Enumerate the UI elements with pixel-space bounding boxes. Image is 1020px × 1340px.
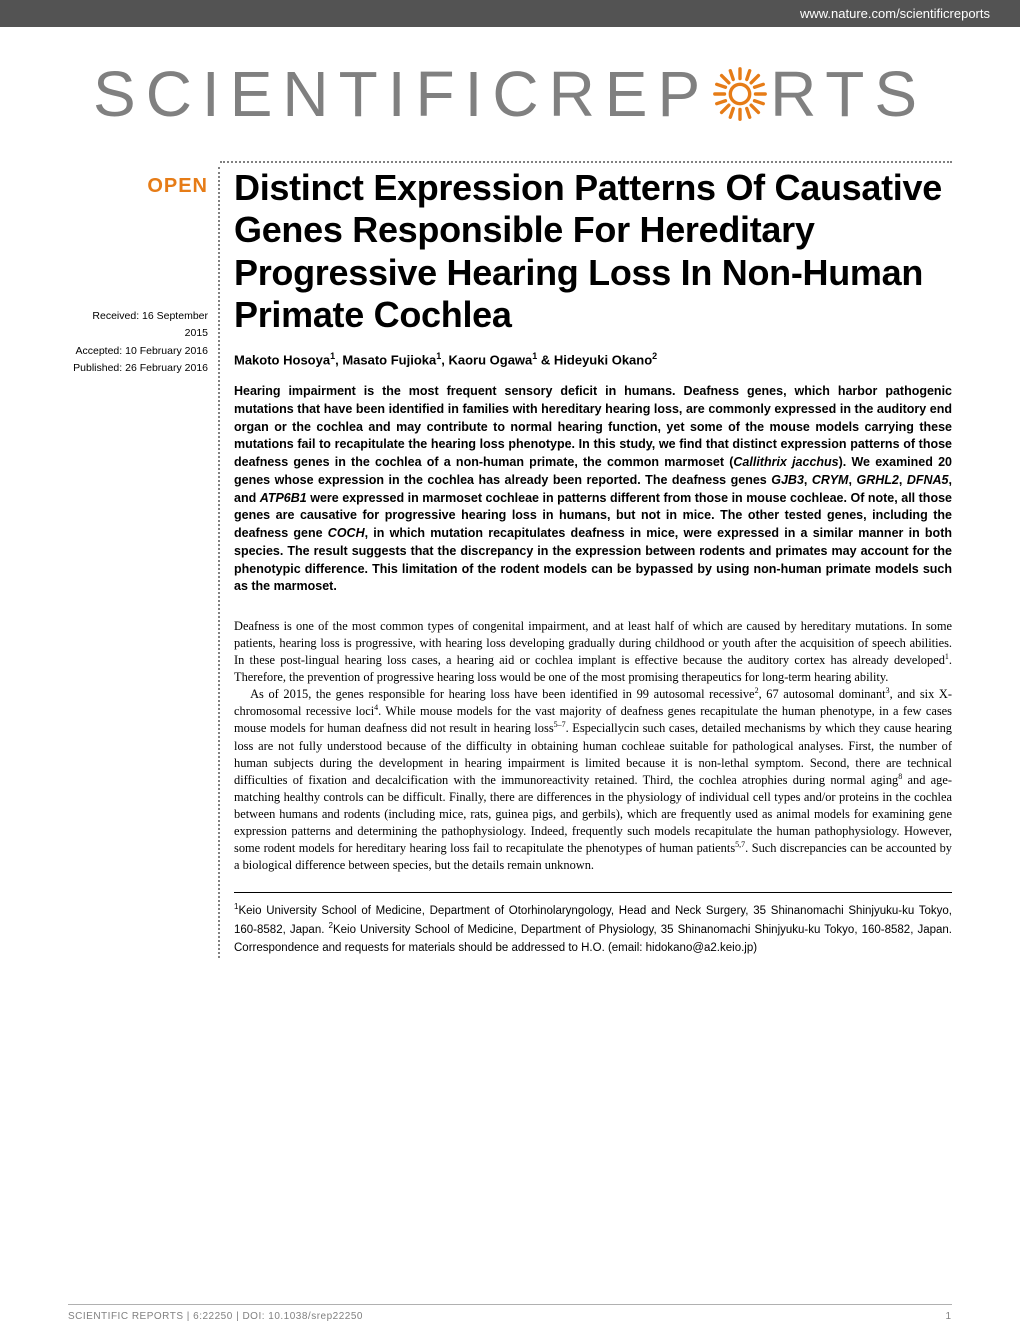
journal-url[interactable]: www.nature.com/scientificreports — [800, 6, 990, 21]
logo-word-right-pre: REP — [549, 57, 711, 131]
paragraph-2: As of 2015, the genes responsible for he… — [234, 686, 952, 873]
article-dates: Received: 16 September 2015 Accepted: 10… — [68, 308, 208, 377]
paragraph-1: Deafness is one of the most common types… — [234, 618, 952, 686]
logo-word-right-post: RTS — [770, 57, 927, 131]
article-title: Distinct Expression Patterns Of Causativ… — [234, 167, 952, 337]
received-date: Received: 16 September 2015 — [68, 308, 208, 343]
article-body-column: Distinct Expression Patterns Of Causativ… — [220, 167, 952, 958]
page-number: 1 — [945, 1311, 952, 1322]
journal-url-bar: www.nature.com/scientificreports — [0, 0, 1020, 27]
dotted-divider — [220, 161, 952, 163]
accepted-date: Accepted: 10 February 2016 — [68, 343, 208, 360]
page-footer: SCIENTIFIC REPORTS | 6:22250 | DOI: 10.1… — [68, 1304, 952, 1322]
author-list: Makoto Hosoya1, Masato Fujioka1, Kaoru O… — [234, 351, 952, 367]
abstract: Hearing impairment is the most frequent … — [234, 383, 952, 596]
body-text: Deafness is one of the most common types… — [234, 618, 952, 874]
affiliations: 1Keio University School of Medicine, Dep… — [234, 901, 952, 958]
open-access-badge: OPEN — [68, 175, 208, 198]
logo-word-left: SCIENTIFIC — [93, 57, 549, 131]
left-metadata-column: OPEN Received: 16 September 2015 Accepte… — [68, 167, 220, 958]
journal-logo: SCIENTIFIC REP — [0, 27, 1020, 161]
affiliation-divider — [234, 892, 952, 893]
footer-citation: SCIENTIFIC REPORTS | 6:22250 | DOI: 10.1… — [68, 1311, 363, 1322]
main-content: OPEN Received: 16 September 2015 Accepte… — [0, 167, 1020, 958]
gear-icon — [709, 63, 771, 125]
published-date: Published: 26 February 2016 — [68, 360, 208, 377]
logo-text: SCIENTIFIC REP — [100, 57, 920, 131]
